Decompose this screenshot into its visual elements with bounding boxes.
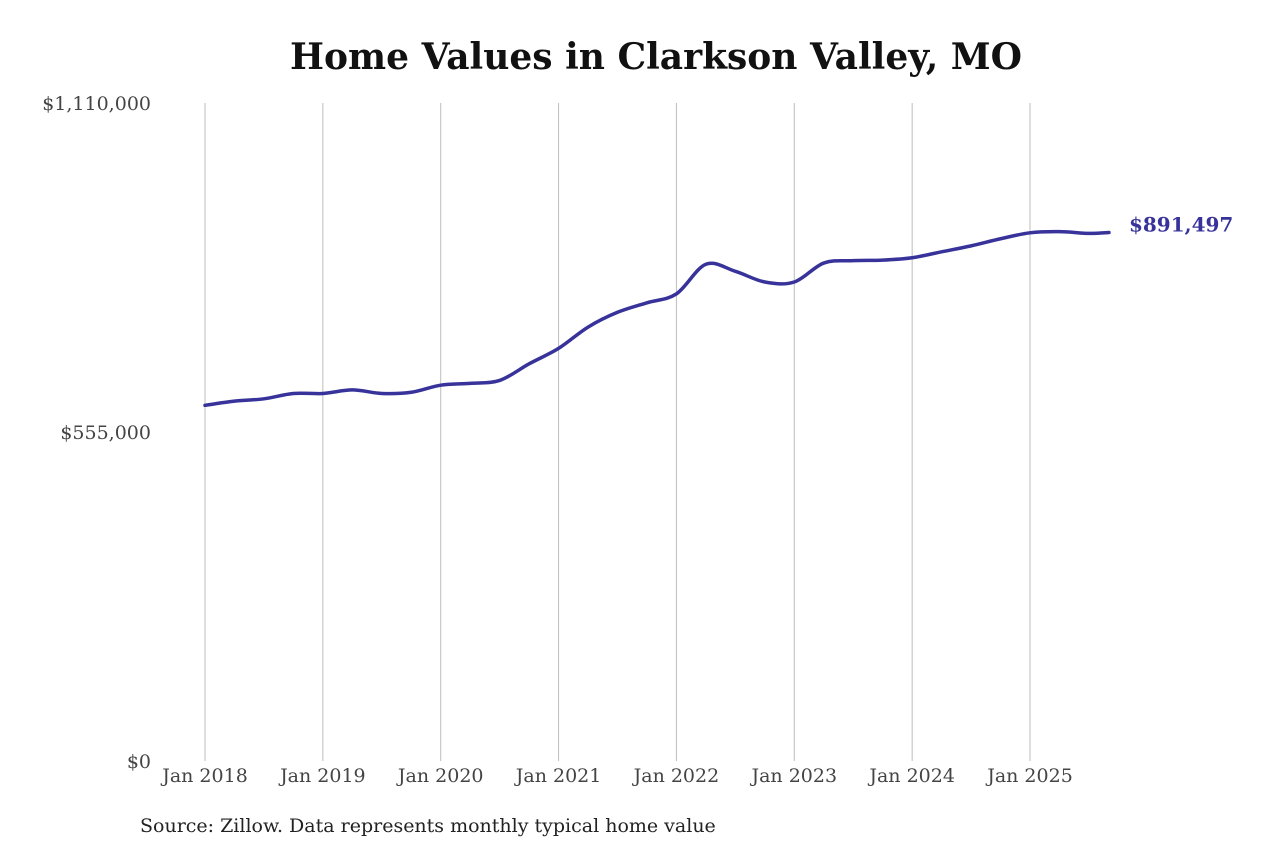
x-tick-label-6: Jan 2024 (867, 765, 955, 787)
series-layer (203, 229, 1111, 408)
x-tick-label-5: Jan 2023 (749, 765, 837, 787)
x-tick-label-2: Jan 2020 (396, 765, 484, 787)
y-tick-label-2: $1,110,000 (42, 93, 151, 115)
source-note: Source: Zillow. Data represents monthly … (140, 815, 716, 837)
chart-title: Home Values in Clarkson Valley, MO (290, 36, 1022, 78)
y-tick-label-1: $555,000 (60, 422, 151, 444)
x-tick-label-7: Jan 2025 (985, 765, 1073, 787)
y-tick-label-0: $0 (127, 751, 151, 773)
x-tick-label-4: Jan 2022 (632, 765, 720, 787)
y-axis: $0 $555,000 $1,110,000 (42, 93, 151, 773)
x-tick-label-0: Jan 2018 (160, 765, 248, 787)
home-value-line (203, 229, 1111, 408)
x-tick-label-1: Jan 2019 (278, 765, 366, 787)
end-value-label: $891,497 (1129, 213, 1233, 237)
gridlines (204, 103, 1031, 761)
x-axis: Jan 2018 Jan 2019 Jan 2020 Jan 2021 Jan 2022… (160, 765, 1073, 787)
x-tick-label-3: Jan 2021 (514, 765, 602, 787)
